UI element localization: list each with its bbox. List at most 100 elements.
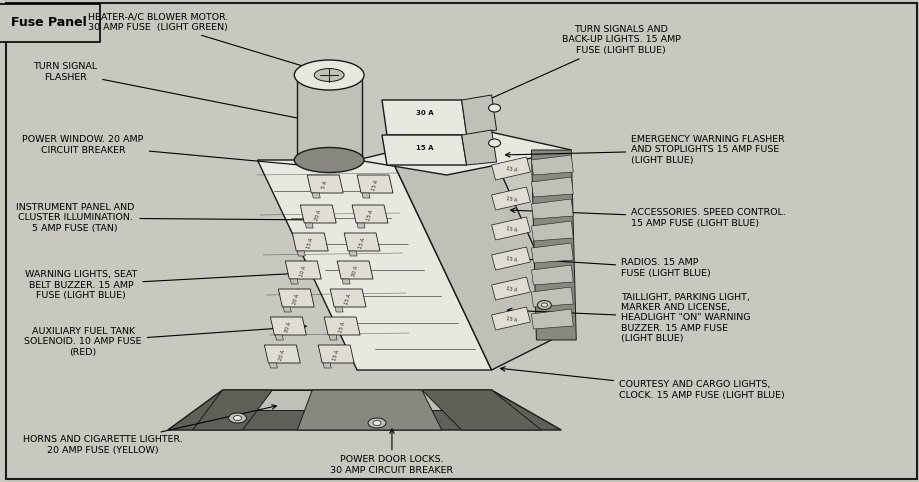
Polygon shape — [335, 307, 343, 312]
Polygon shape — [278, 289, 314, 307]
Polygon shape — [461, 95, 496, 135]
Text: 20 A: 20 A — [278, 349, 286, 361]
Polygon shape — [531, 309, 573, 329]
Text: 15 A: 15 A — [505, 226, 516, 232]
Polygon shape — [292, 233, 328, 251]
Polygon shape — [167, 390, 561, 430]
Text: 30 A: 30 A — [284, 321, 292, 333]
Ellipse shape — [228, 413, 246, 423]
Text: COURTESY AND CARGO LIGHTS,
CLOCK. 15 AMP FUSE (LIGHT BLUE): COURTESY AND CARGO LIGHTS, CLOCK. 15 AMP… — [500, 367, 784, 400]
Text: ACCESSORIES. SPEED CONTROL.
15 AMP FUSE (LIGHT BLUE): ACCESSORIES. SPEED CONTROL. 15 AMP FUSE … — [510, 208, 785, 228]
Text: 15 A: 15 A — [505, 255, 516, 262]
Polygon shape — [491, 307, 530, 330]
Text: TURN SIGNAL
FLASHER: TURN SIGNAL FLASHER — [33, 62, 303, 120]
Polygon shape — [300, 205, 335, 223]
Text: 20 A: 20 A — [292, 293, 300, 305]
Polygon shape — [461, 130, 496, 165]
Polygon shape — [491, 247, 530, 270]
Polygon shape — [531, 177, 573, 197]
Polygon shape — [297, 390, 441, 430]
Polygon shape — [491, 277, 530, 300]
Text: 15 A: 15 A — [370, 179, 379, 191]
Polygon shape — [422, 390, 540, 430]
Polygon shape — [264, 345, 300, 363]
Polygon shape — [275, 335, 283, 340]
Polygon shape — [531, 221, 573, 241]
Text: 15 A: 15 A — [357, 237, 366, 249]
Text: AUXILIARY FUEL TANK
SOLENOID. 10 AMP FUSE
(RED): AUXILIARY FUEL TANK SOLENOID. 10 AMP FUS… — [24, 324, 306, 357]
Polygon shape — [491, 187, 530, 210]
Polygon shape — [290, 279, 298, 284]
Ellipse shape — [294, 147, 364, 173]
Polygon shape — [491, 217, 530, 240]
Text: 15 A: 15 A — [366, 209, 374, 221]
Ellipse shape — [314, 68, 344, 81]
Text: POWER WINDOW. 20 AMP
CIRCUIT BREAKER: POWER WINDOW. 20 AMP CIRCUIT BREAKER — [22, 135, 328, 170]
Text: 15 A: 15 A — [338, 321, 346, 333]
Text: 15 A: 15 A — [306, 237, 314, 249]
Text: HORNS AND CIGARETTE LIGHTER.
20 AMP FUSE (YELLOW): HORNS AND CIGARETTE LIGHTER. 20 AMP FUSE… — [23, 405, 276, 455]
Text: 15 A: 15 A — [344, 293, 352, 305]
Text: 10 A: 10 A — [299, 265, 307, 277]
Text: 30 A: 30 A — [351, 265, 358, 277]
Ellipse shape — [537, 300, 550, 309]
Text: Fuse Panel: Fuse Panel — [11, 16, 87, 29]
Text: POWER DOOR LOCKS.
30 AMP CIRCUIT BREAKER: POWER DOOR LOCKS. 30 AMP CIRCUIT BREAKER — [330, 429, 453, 475]
Polygon shape — [323, 317, 359, 335]
Ellipse shape — [368, 418, 386, 428]
Polygon shape — [305, 223, 312, 228]
Polygon shape — [270, 317, 306, 335]
Polygon shape — [269, 363, 277, 368]
Polygon shape — [297, 75, 362, 160]
Text: 15 A: 15 A — [505, 196, 516, 202]
Ellipse shape — [372, 420, 380, 426]
Ellipse shape — [540, 303, 547, 307]
Ellipse shape — [233, 415, 242, 420]
Polygon shape — [381, 100, 466, 135]
Ellipse shape — [294, 60, 364, 90]
Polygon shape — [307, 175, 343, 193]
Polygon shape — [285, 261, 321, 279]
Text: 15 A: 15 A — [505, 166, 516, 173]
Polygon shape — [297, 251, 305, 256]
Polygon shape — [531, 265, 573, 285]
Polygon shape — [381, 135, 466, 165]
Polygon shape — [357, 223, 365, 228]
Polygon shape — [362, 193, 369, 198]
Polygon shape — [391, 130, 571, 370]
Polygon shape — [283, 307, 291, 312]
Polygon shape — [531, 150, 575, 340]
Polygon shape — [323, 363, 331, 368]
Polygon shape — [192, 390, 272, 430]
Text: HEATER-A/C BLOWER MOTOR.
30 AMP FUSE  (LIGHT GREEN): HEATER-A/C BLOWER MOTOR. 30 AMP FUSE (LI… — [87, 13, 338, 78]
Polygon shape — [357, 130, 571, 175]
Polygon shape — [531, 155, 573, 175]
Polygon shape — [348, 251, 357, 256]
Text: TURN SIGNALS AND
BACK-UP LIGHTS. 15 AMP
FUSE (LIGHT BLUE): TURN SIGNALS AND BACK-UP LIGHTS. 15 AMP … — [472, 25, 680, 107]
Text: 5 A: 5 A — [322, 180, 328, 189]
Polygon shape — [329, 335, 336, 340]
Polygon shape — [531, 287, 573, 307]
Polygon shape — [257, 160, 491, 370]
Polygon shape — [342, 279, 350, 284]
Text: 20 A: 20 A — [314, 209, 322, 221]
Polygon shape — [312, 193, 320, 198]
Text: EMERGENCY WARNING FLASHER
AND STOPLIGHTS 15 AMP FUSE
(LIGHT BLUE): EMERGENCY WARNING FLASHER AND STOPLIGHTS… — [505, 135, 784, 165]
Text: RADIOS. 15 AMP
FUSE (LIGHT BLUE): RADIOS. 15 AMP FUSE (LIGHT BLUE) — [510, 256, 710, 278]
Text: WARNING LIGHTS, SEAT
BELT BUZZER. 15 AMP
FUSE (LIGHT BLUE): WARNING LIGHTS, SEAT BELT BUZZER. 15 AMP… — [25, 270, 318, 300]
Text: 15 A: 15 A — [505, 285, 516, 293]
Polygon shape — [318, 345, 354, 363]
Text: INSTRUMENT PANEL AND
CLUSTER ILLUMINATION.
5 AMP FUSE (TAN): INSTRUMENT PANEL AND CLUSTER ILLUMINATIO… — [16, 203, 323, 233]
Polygon shape — [336, 261, 372, 279]
Polygon shape — [531, 243, 573, 263]
Polygon shape — [491, 157, 530, 180]
Polygon shape — [531, 199, 573, 219]
Polygon shape — [330, 289, 366, 307]
Text: 30 A: 30 A — [415, 110, 433, 116]
Polygon shape — [222, 390, 491, 410]
Text: TAILLIGHT, PARKING LIGHT,
MARKER AND LICENSE,
HEADLIGHT "ON" WARNING
BUZZER. 15 : TAILLIGHT, PARKING LIGHT, MARKER AND LIC… — [507, 293, 750, 343]
Text: 15 A: 15 A — [332, 349, 340, 361]
Text: 15 A: 15 A — [415, 145, 433, 151]
Text: 15 A: 15 A — [505, 316, 516, 322]
Polygon shape — [352, 205, 388, 223]
